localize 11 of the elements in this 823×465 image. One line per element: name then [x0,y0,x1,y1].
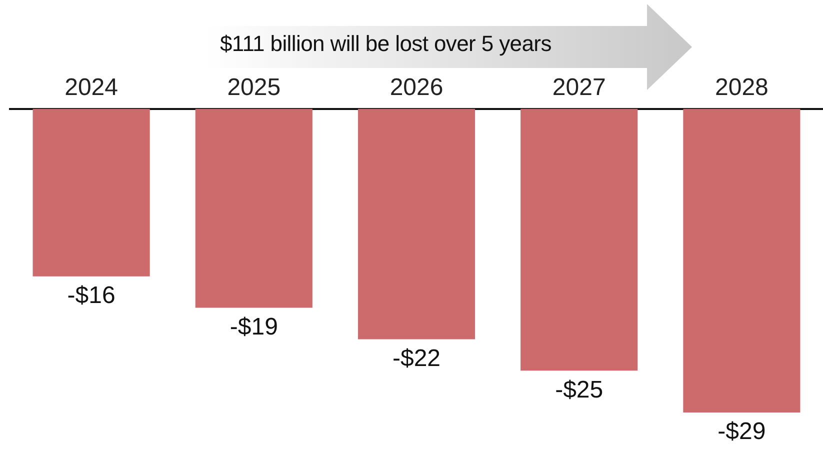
data-label: -$29 [718,418,766,446]
x-tick-label: 2024 [64,74,118,102]
x-tick-label: 2025 [227,74,281,102]
x-tick-label: 2026 [390,74,444,102]
data-label: -$19 [230,313,278,340]
text: $111 billion will be lost over 5 years [220,31,552,56]
x-tick-label: 2028 [715,74,768,102]
x-tick-label: 2027 [552,74,606,102]
data-label: -$22 [392,344,441,372]
data-label: -$16 [67,282,116,309]
data-label: -$25 [555,376,604,404]
